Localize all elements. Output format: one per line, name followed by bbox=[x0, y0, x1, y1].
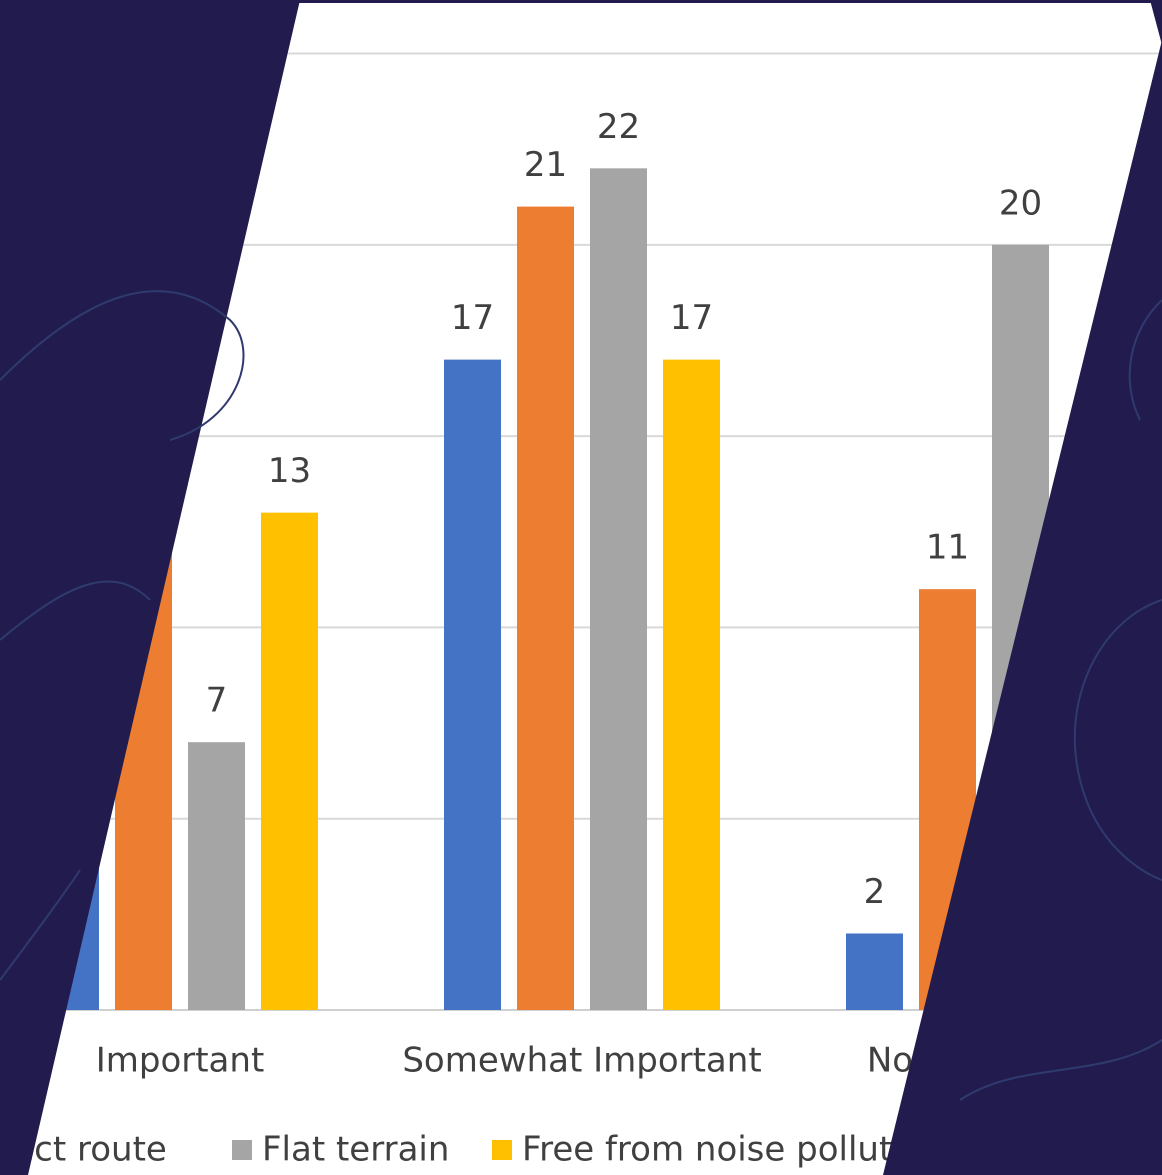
top-border bbox=[0, 0, 1162, 3]
data-label: 17 bbox=[451, 298, 494, 338]
x-tick-label: No bbox=[867, 1041, 913, 1081]
data-label: 2 bbox=[864, 872, 886, 912]
contour bbox=[1073, 599, 1162, 881]
contour bbox=[0, 580, 151, 641]
data-label: 11 bbox=[926, 528, 969, 568]
contour bbox=[1128, 299, 1162, 421]
data-label: 20 bbox=[999, 183, 1042, 223]
data-label: 21 bbox=[524, 145, 567, 185]
bar bbox=[444, 359, 501, 1010]
bar bbox=[846, 933, 903, 1010]
x-tick-label: Somewhat Important bbox=[402, 1041, 761, 1081]
legend-label: Flat terrain bbox=[262, 1130, 449, 1170]
legend-label: Free from noise pollutio bbox=[522, 1130, 923, 1170]
overlay-left bbox=[0, 0, 300, 1175]
bar bbox=[517, 206, 574, 1010]
data-label: 17 bbox=[670, 298, 713, 338]
overlay-right-body bbox=[883, 40, 1162, 1175]
contour bbox=[0, 290, 245, 441]
bar bbox=[663, 359, 720, 1010]
data-label: 7 bbox=[206, 681, 228, 721]
bar bbox=[590, 168, 647, 1011]
bar bbox=[261, 512, 318, 1010]
contour bbox=[0, 869, 81, 981]
legend-swatch bbox=[492, 1140, 512, 1160]
data-label: 13 bbox=[268, 451, 311, 491]
x-tick-label: Important bbox=[96, 1041, 265, 1081]
legend-swatch bbox=[232, 1140, 252, 1160]
data-label: 22 bbox=[597, 107, 640, 147]
bar bbox=[188, 742, 245, 1010]
contour bbox=[959, 1039, 1162, 1101]
